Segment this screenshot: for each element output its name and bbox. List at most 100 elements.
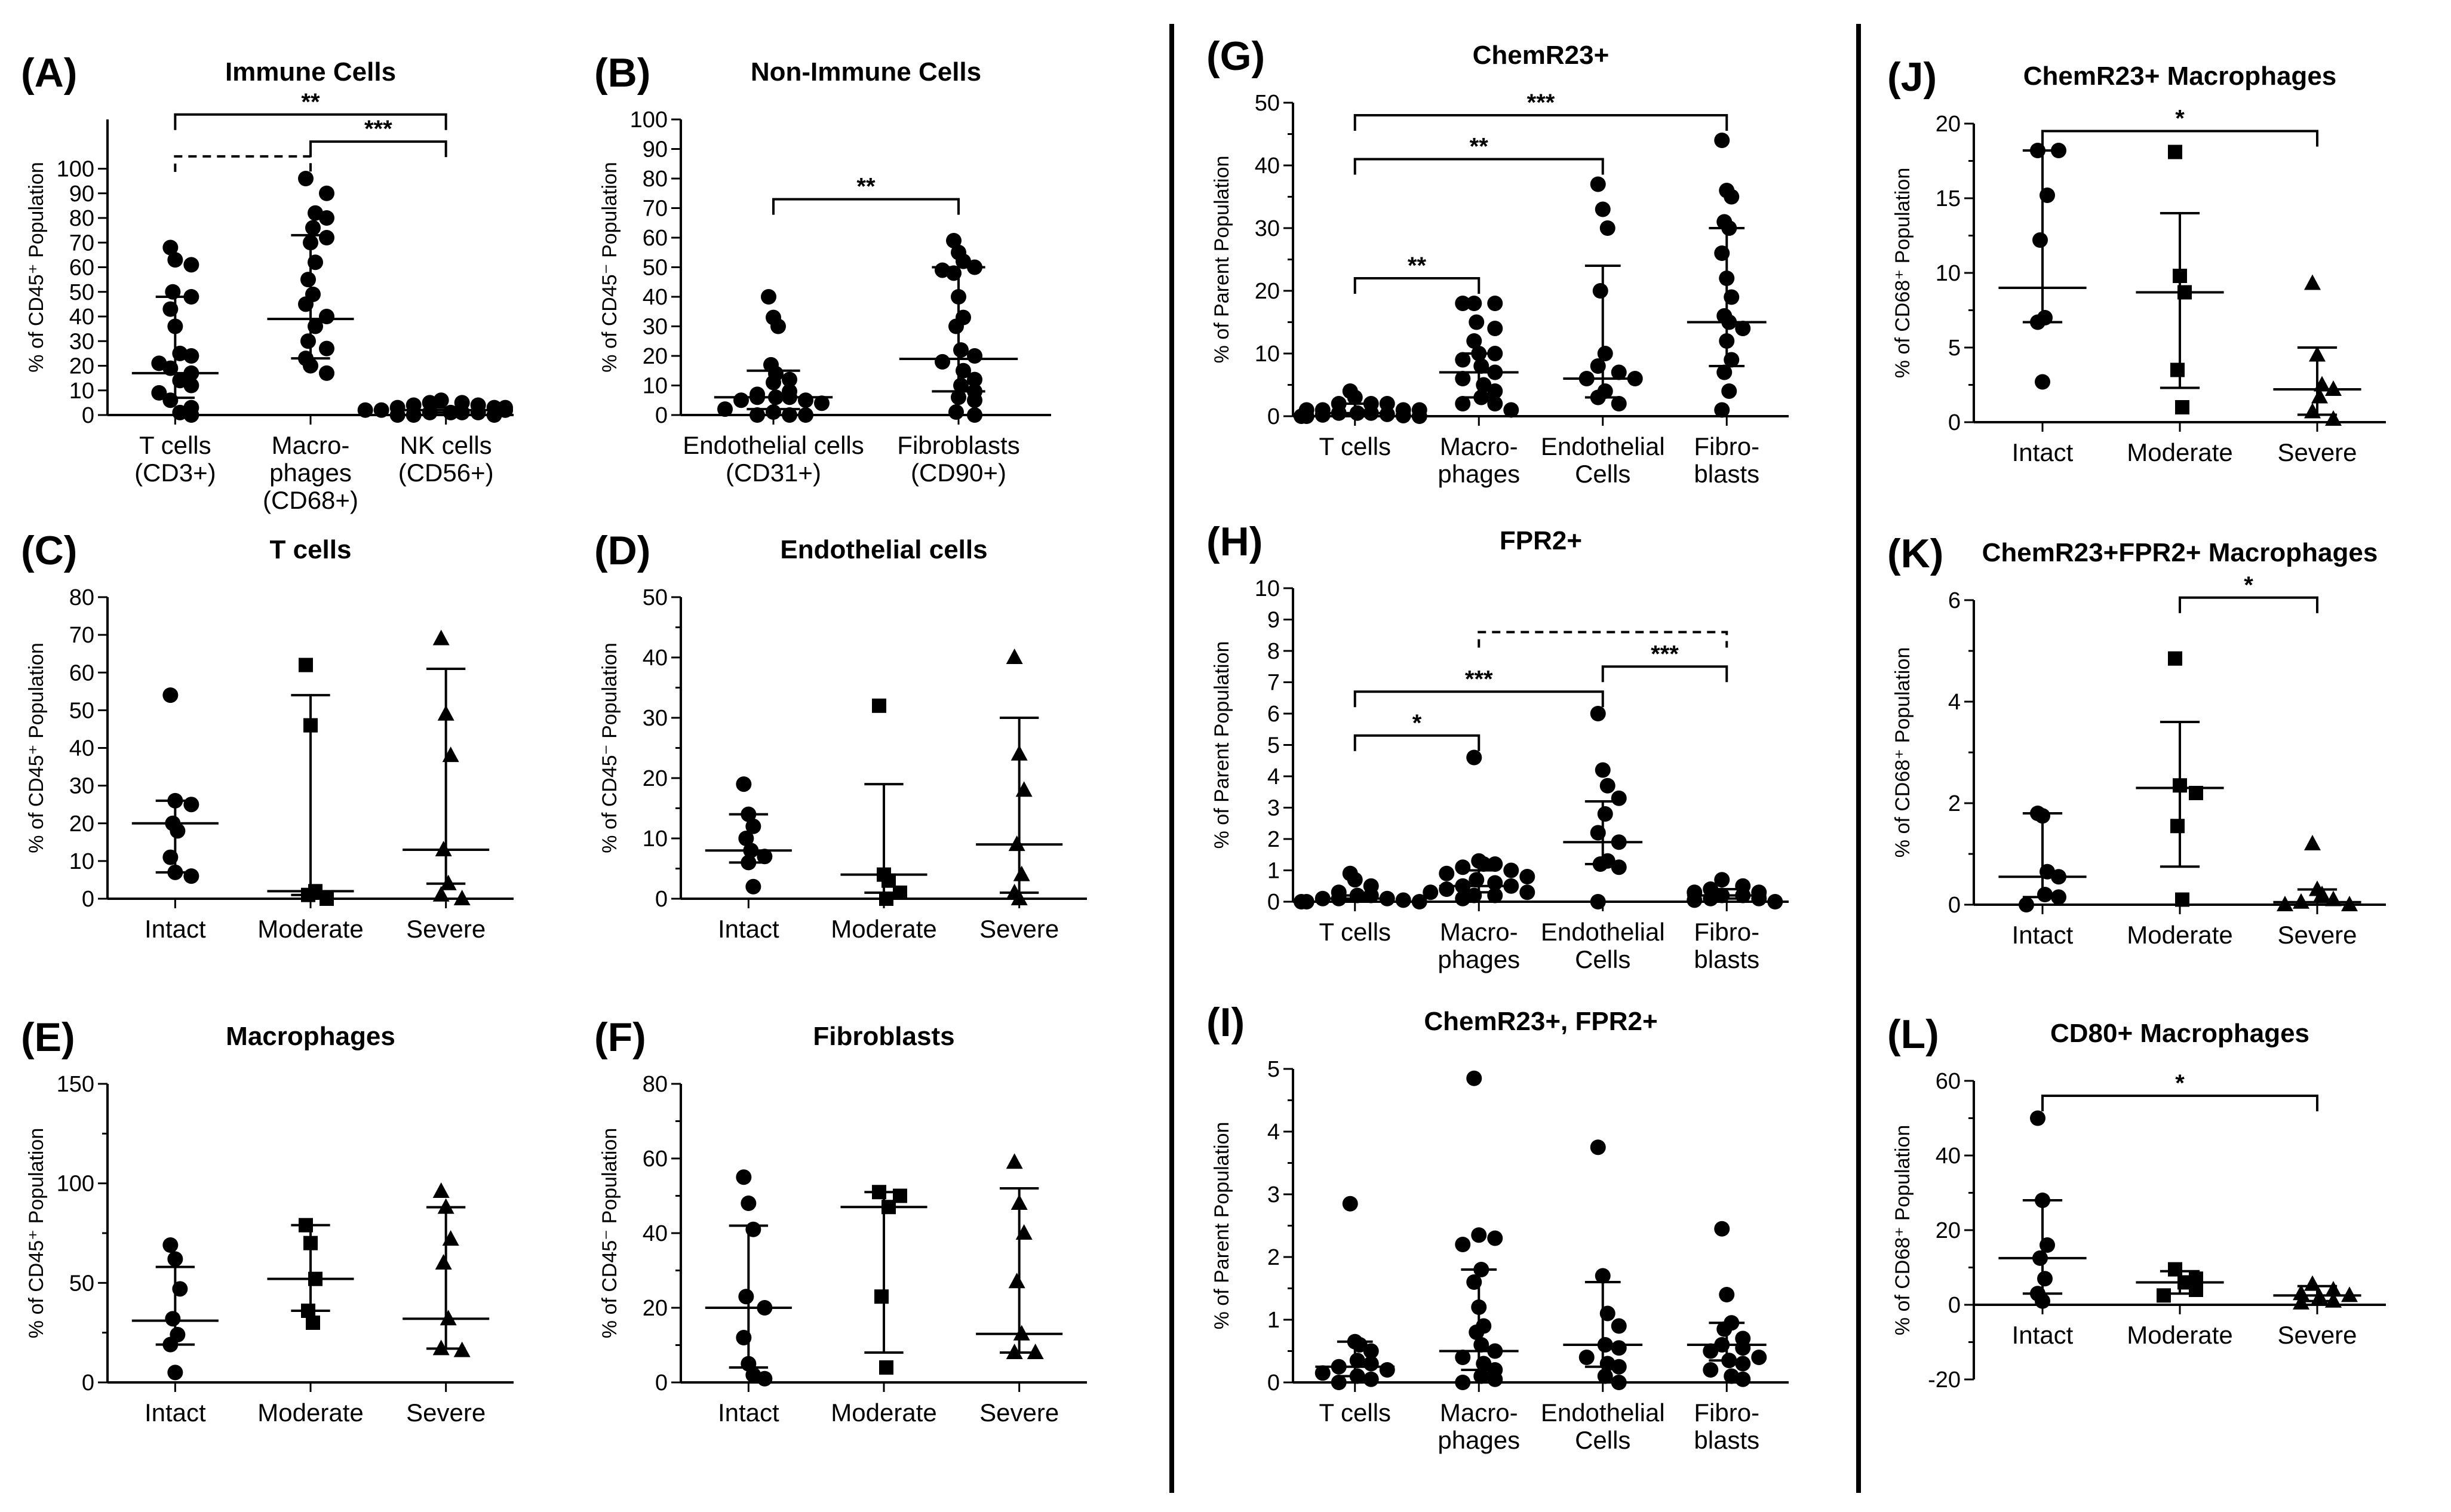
data-point [1455,890,1471,906]
data-point [2051,889,2066,905]
series-endothelial-cells [1563,706,1643,909]
data-point [1455,371,1471,386]
data-point [1331,890,1347,906]
data-point [1487,1343,1503,1359]
series-moderate [840,1185,927,1375]
data-point [798,407,813,423]
data-point [782,407,797,423]
data-point [1519,869,1535,884]
data-point [1314,1365,1331,1381]
y-tick-label: 4 [1267,764,1280,789]
y-tick-label: 1 [1267,859,1280,884]
data-point [319,365,334,381]
data-point [1314,890,1331,906]
data-point [2040,188,2055,203]
y-tick-label: 50 [69,280,94,305]
data-point [879,1360,893,1375]
y-axis-label: % of CD45⁺ Population [25,1128,48,1338]
significance-bracket: * [2179,572,2318,613]
data-point [2325,890,2342,906]
data-point [183,348,199,364]
significance-label: ** [1408,253,1427,279]
data-point [1349,887,1365,903]
data-point [766,404,781,420]
significance-label: *** [364,116,392,142]
data-point [2168,651,2182,666]
x-tick-label: Severe [2277,1321,2357,1349]
x-tick-label: Fibro- [1694,918,1759,946]
y-tick-label: 1 [1267,1308,1280,1333]
series-fibroblasts [1687,133,1767,418]
significance-label: ** [856,174,876,200]
panel-label: (G) [1206,33,1265,79]
data-point [1363,405,1379,421]
y-tick-label: 20 [643,766,668,791]
y-tick-label: 50 [69,1271,94,1296]
y-tick-label: 0 [1267,404,1280,429]
y-tick-label: 40 [643,285,668,310]
x-tick-label: Fibro- [1694,1399,1759,1427]
data-point [967,392,982,408]
data-point [1294,408,1309,424]
chart-panel-l: (L) CD80+ Macrophages -20 0 20 40 60 % of CD68⁺… [1887,1012,2386,1393]
data-point [750,389,765,405]
data-point [170,823,186,839]
data-point [306,1316,320,1330]
data-point [1379,406,1395,422]
significance-bracket: * [2041,106,2318,147]
series-fibroblasts [1687,1221,1767,1387]
panel-label: (B) [594,50,650,96]
y-tick-label: 70 [69,623,94,648]
y-tick-label: 10 [1255,576,1280,601]
data-point [301,887,315,902]
data-point [162,849,179,865]
y-axis-label: % of CD45⁻ Population [598,1128,621,1338]
data-point [183,868,199,884]
chart-panel-j: (J) ChemR23+ Macrophages 0 5 10 15 20 % of CD68… [1887,54,2386,466]
data-point [946,265,962,281]
y-tick-label: 2 [1267,827,1280,852]
data-point [1597,1368,1613,1384]
y-tick-label: 0 [1267,890,1280,915]
x-tick-label: Severe [979,1399,1059,1427]
x-tick-label: T cells [1319,432,1391,460]
x-tick-label: Moderate [2127,921,2232,949]
data-point [761,289,776,305]
y-tick-label: 40 [69,305,94,330]
data-point [1611,1359,1627,1375]
y-tick-label: 30 [643,315,668,340]
data-point [1714,1337,1730,1353]
x-tick-label: Macro- [1440,918,1518,946]
data-point [1027,1344,1044,1359]
significance-label: * [2244,572,2253,598]
y-tick-label: 0 [82,403,94,428]
data-point [1611,1375,1627,1390]
data-point [1703,1362,1719,1378]
data-point [1735,887,1751,903]
chart-panel-g: (G) ChemR23+ 0 10 20 30 40 50 % of Parent Popula… [1206,33,1789,488]
significance-label: ** [301,89,320,115]
data-point [1379,1362,1395,1378]
data-point [1395,892,1411,908]
data-point [303,358,318,374]
y-tick-label: 50 [643,585,668,610]
data-point [2030,1110,2045,1126]
y-tick-label: 150 [57,1072,94,1097]
series-severe [2273,274,2361,426]
data-point [162,1237,179,1253]
series-moderate [267,657,354,906]
data-point [1714,133,1730,148]
data-point [2030,314,2045,330]
data-point [435,840,452,856]
data-point [1469,314,1485,330]
bracket-line [309,140,447,158]
series-t-cells-cd3 [131,239,219,423]
data-point [308,254,323,271]
data-point [736,1169,752,1185]
data-point [2157,1288,2171,1303]
series-intact [1998,143,2087,390]
x-tick-label: phages [1438,1426,1520,1454]
data-point [745,878,761,895]
data-point [1503,402,1519,418]
data-point [1611,1340,1627,1356]
